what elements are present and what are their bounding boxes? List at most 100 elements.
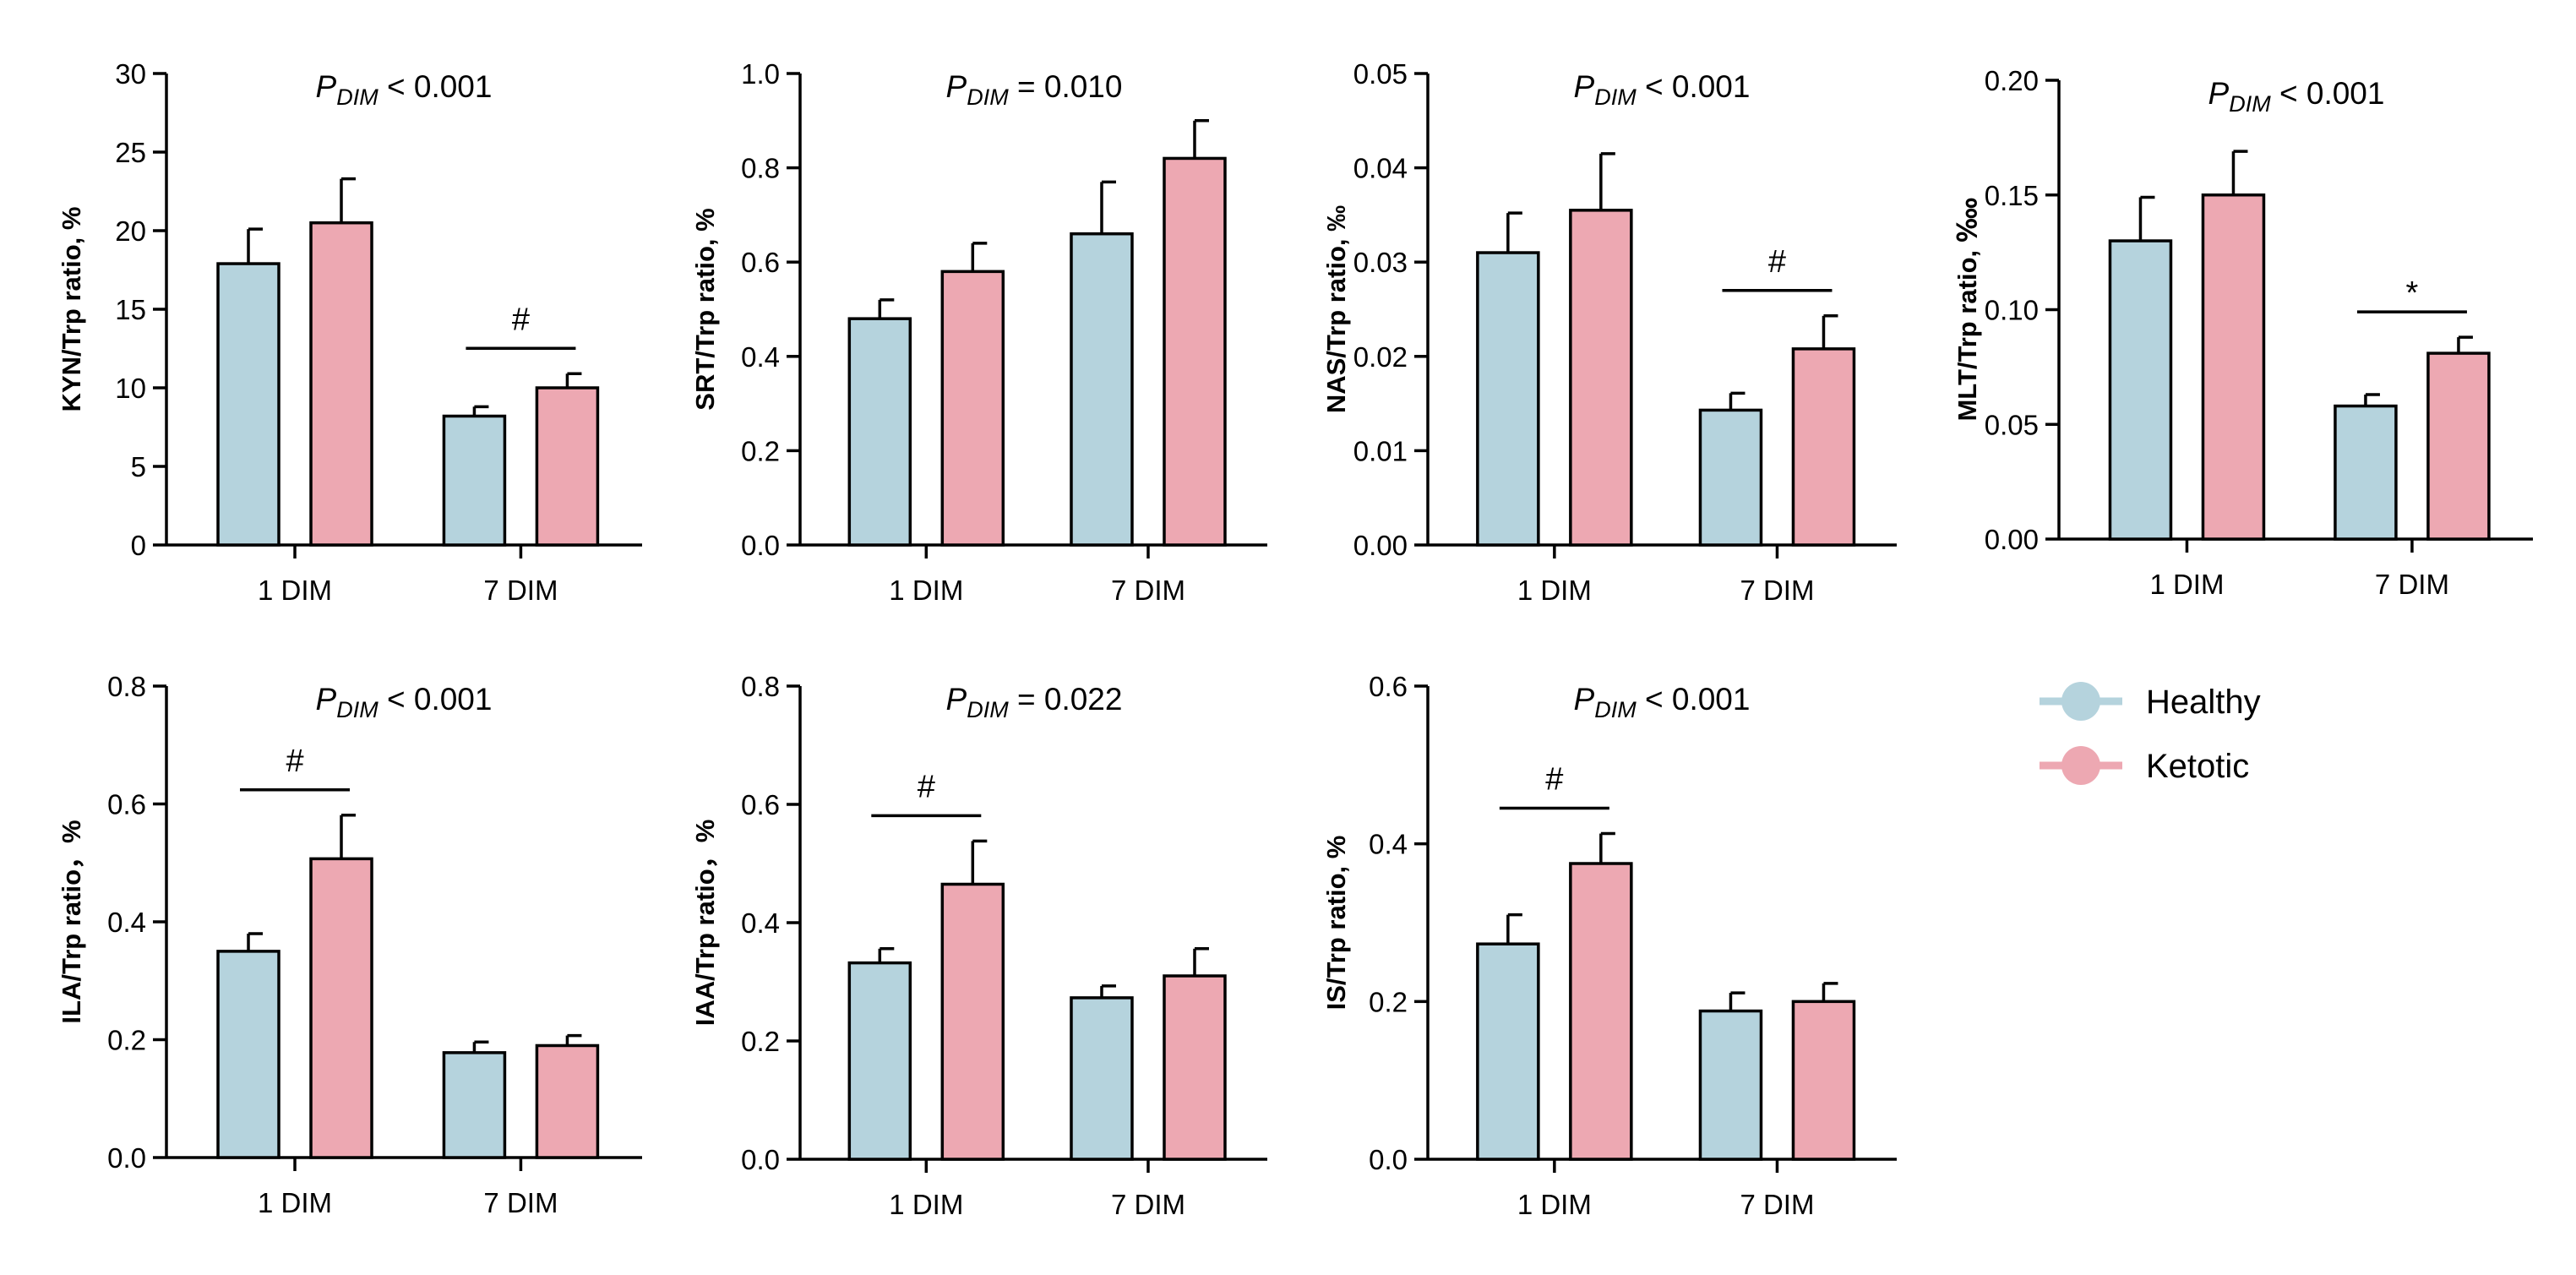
- bar-ketotic-7dim: [535, 1043, 600, 1159]
- panels: 0 5 10 15 20 25 30 1 DIM 7 DIM # PDIM < 0.001 KYN/T…: [57, 58, 2533, 1220]
- bar-ketotic-7dim: [535, 386, 600, 547]
- bar-healthy-1dim: [216, 262, 280, 547]
- x-tick-label: 7 DIM: [483, 575, 558, 606]
- y-tick-label: 15: [115, 294, 146, 325]
- y-tick-label: 0.6: [741, 247, 780, 278]
- x-tick-label: 1 DIM: [258, 1187, 332, 1218]
- bar-ketotic-1dim: [1569, 209, 1633, 547]
- y-tick-label: 0.6: [741, 789, 780, 820]
- p-value-label: PDIM < 0.001: [316, 69, 493, 110]
- bar-ketotic-1dim: [940, 882, 1005, 1161]
- y-axis-label: KYN/Trp ratio, %: [57, 207, 86, 412]
- x-tick-label: 7 DIM: [1740, 1189, 1814, 1220]
- x-tick-label: 1 DIM: [889, 1189, 963, 1220]
- x-tick-label: 1 DIM: [258, 575, 332, 606]
- y-tick-label: 0.4: [741, 341, 780, 373]
- y-tick-label: 0.2: [741, 435, 780, 466]
- x-tick-label: 1 DIM: [2149, 569, 2224, 600]
- y-axis-label: IS/Trp ratio, %: [1321, 836, 1351, 1011]
- y-tick-label: 0.2: [741, 1026, 780, 1057]
- y-tick-label: 1.0: [741, 58, 780, 90]
- bar-ketotic-1dim: [309, 857, 373, 1159]
- legend-item-healthy: Healthy: [2040, 682, 2261, 721]
- bar-ketotic-1dim: [2201, 193, 2266, 541]
- y-axis-label: SRT/Trp ratio, %: [690, 208, 720, 410]
- bar-ketotic-1dim: [1569, 862, 1633, 1161]
- p-value-label: PDIM = 0.010: [946, 69, 1123, 110]
- chart-panel-is: 0.0 0.2 0.4 0.6 1 DIM 7 DIM # PDIM < 0.001 IS/Tr…: [1321, 671, 1897, 1220]
- bar-healthy-1dim: [1476, 251, 1540, 547]
- significance-symbol: *: [2406, 275, 2419, 311]
- x-tick-label: 7 DIM: [1111, 1189, 1185, 1220]
- significance-symbol: #: [512, 302, 530, 337]
- bar-ketotic-1dim: [940, 270, 1005, 547]
- x-tick-label: 1 DIM: [1517, 575, 1592, 606]
- y-axis-label: IAA/Trp ratio，%: [690, 820, 720, 1027]
- chart-panel-srt: 0.0 0.2 0.4 0.6 0.8 1.0 1 DIM 7 DIM PDIM = 0.010…: [690, 58, 1267, 606]
- chart-panel-kyn: 0 5 10 15 20 25 30 1 DIM 7 DIM # PDIM < 0.001 KYN/T…: [57, 58, 642, 606]
- y-tick-label: 0.4: [107, 907, 146, 938]
- y-tick-label: 0.04: [1353, 153, 1408, 184]
- bar-healthy-7dim: [442, 414, 507, 547]
- y-tick-label: 5: [131, 451, 146, 482]
- bar-healthy-7dim: [1698, 1009, 1763, 1161]
- x-tick-label: 1 DIM: [889, 575, 963, 606]
- x-tick-label: 7 DIM: [1111, 575, 1185, 606]
- bar-ketotic-7dim: [1163, 974, 1227, 1161]
- x-tick-label: 7 DIM: [483, 1187, 558, 1218]
- y-tick-label: 20: [115, 215, 146, 247]
- x-tick-label: 7 DIM: [1740, 575, 1814, 606]
- y-tick-label: 0.02: [1353, 341, 1408, 373]
- y-tick-label: 25: [115, 137, 146, 168]
- y-tick-label: 0.01: [1353, 435, 1408, 466]
- significance-symbol: #: [918, 769, 935, 804]
- y-tick-label: 0: [131, 530, 146, 561]
- bar-healthy-7dim: [1070, 996, 1134, 1161]
- x-tick-label: 7 DIM: [2375, 569, 2449, 600]
- significance-symbol: #: [286, 744, 303, 779]
- p-value-label: PDIM = 0.022: [946, 682, 1123, 722]
- chart-panel-ila: 0.0 0.2 0.4 0.6 0.8 1 DIM 7 DIM # PDIM < 0.001 IL…: [57, 671, 642, 1218]
- bar-healthy-7dim: [2334, 404, 2398, 541]
- y-tick-label: 0.20: [1985, 65, 2039, 96]
- bar-ketotic-7dim: [2426, 351, 2491, 541]
- y-tick-label: 0.10: [1985, 295, 2039, 326]
- chart-panel-mlt: 0.00 0.05 0.10 0.15 0.20 1 DIM 7 DIM * PDIM < 0.…: [1952, 65, 2533, 600]
- legend-healthy-marker: [2061, 682, 2100, 721]
- y-tick-label: 0.03: [1353, 247, 1408, 278]
- y-tick-label: 0.6: [1369, 671, 1408, 702]
- bar-healthy-1dim: [847, 961, 912, 1161]
- y-tick-label: 0.0: [107, 1142, 146, 1174]
- p-value-label: PDIM < 0.001: [1574, 682, 1751, 722]
- bar-healthy-7dim: [442, 1051, 507, 1159]
- x-tick-label: 1 DIM: [1517, 1189, 1592, 1220]
- y-axis-label: ILA/Trp ratio，%: [57, 820, 86, 1023]
- significance-symbol: #: [1768, 244, 1786, 280]
- y-tick-label: 0.8: [741, 671, 780, 702]
- legend-item-ketotic: Ketotic: [2040, 746, 2249, 785]
- y-tick-label: 0.0: [741, 530, 780, 561]
- bar-healthy-7dim: [1070, 232, 1134, 547]
- legend-healthy-label: Healthy: [2146, 684, 2261, 721]
- y-tick-label: 0.4: [741, 907, 780, 939]
- significance-symbol: #: [1545, 762, 1563, 798]
- bar-healthy-7dim: [1698, 408, 1763, 547]
- legend: Healthy Ketotic: [2040, 682, 2261, 785]
- y-tick-label: 0.00: [1985, 524, 2039, 555]
- bar-healthy-1dim: [847, 317, 912, 547]
- y-tick-label: 10: [115, 373, 146, 404]
- legend-ketotic-label: Ketotic: [2146, 748, 2249, 785]
- bar-healthy-1dim: [1476, 942, 1540, 1161]
- bar-healthy-1dim: [2108, 239, 2173, 541]
- chart-panel-nas: 0.00 0.01 0.02 0.03 0.04 0.05 1 DIM 7 DIM # PDIM …: [1321, 58, 1897, 606]
- y-tick-label: 0.4: [1369, 829, 1408, 860]
- y-tick-label: 0.0: [741, 1144, 780, 1175]
- y-tick-label: 0.0: [1369, 1144, 1408, 1175]
- p-value-label: PDIM < 0.001: [316, 682, 493, 722]
- y-tick-label: 0.05: [1353, 58, 1408, 90]
- bar-ketotic-7dim: [1791, 347, 1856, 547]
- bar-ketotic-7dim: [1163, 156, 1227, 547]
- y-axis-label: MLT/Trp ratio, ‱: [1952, 197, 1982, 421]
